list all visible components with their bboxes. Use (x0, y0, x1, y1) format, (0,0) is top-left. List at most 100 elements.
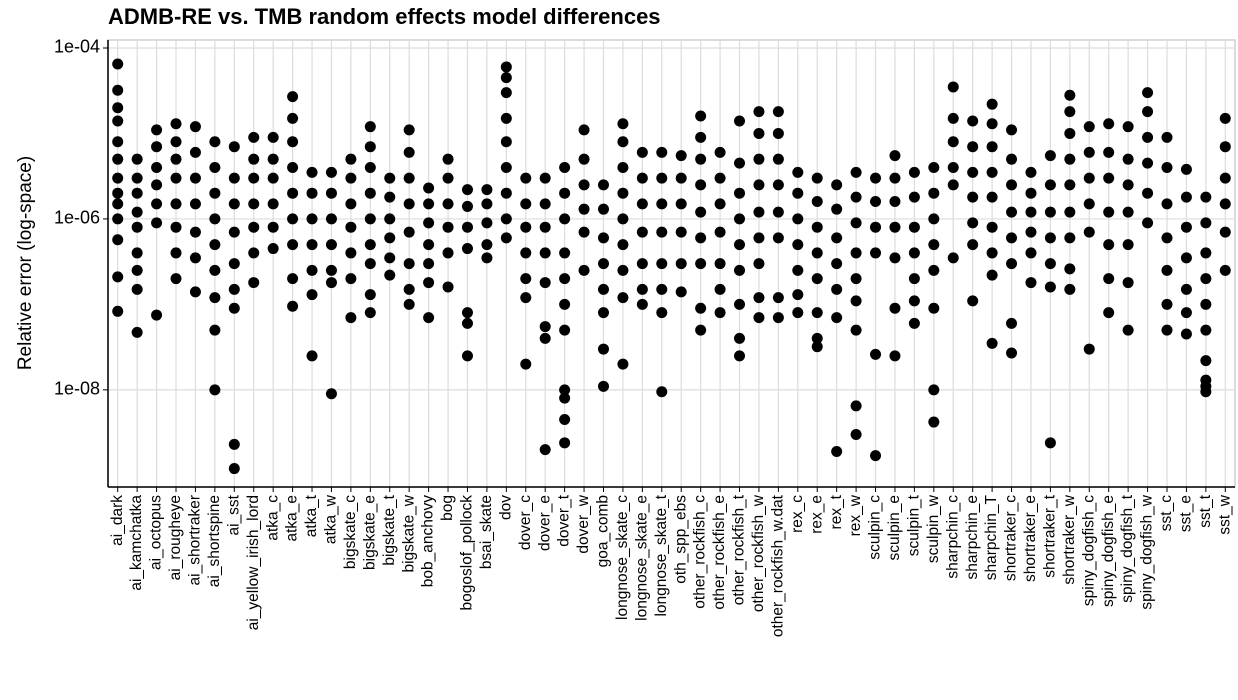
point (559, 247, 571, 259)
point (345, 153, 357, 165)
x-tick-label: sst_w (1216, 494, 1233, 534)
x-tick-label: dover_c (517, 495, 534, 550)
point (209, 292, 221, 304)
point (1142, 217, 1154, 229)
point (870, 221, 882, 233)
x-tick-label: ai_rougheye (167, 495, 184, 580)
point (1219, 141, 1231, 153)
point (831, 445, 843, 457)
point (267, 243, 279, 255)
point (442, 247, 454, 259)
point (384, 252, 396, 264)
point (112, 84, 124, 96)
chart-title: ADMB-RE vs. TMB random effects model dif… (108, 4, 661, 29)
point (112, 271, 124, 283)
point (539, 198, 551, 210)
point (500, 232, 512, 244)
x-tick-label: sharpchin_T (983, 494, 1000, 580)
point (287, 91, 299, 103)
point (772, 292, 784, 304)
point (1142, 131, 1154, 143)
point (170, 198, 182, 210)
point (325, 166, 337, 178)
point (248, 131, 260, 143)
point (151, 198, 163, 210)
point (947, 112, 959, 124)
point (753, 127, 765, 139)
point (306, 350, 318, 362)
point (345, 198, 357, 210)
point (287, 136, 299, 148)
point (112, 58, 124, 70)
point (520, 172, 532, 184)
point (461, 243, 473, 255)
x-tick-label: rex_c (789, 495, 806, 533)
x-tick-label: longnose_skate_t (653, 494, 670, 616)
point (559, 437, 571, 449)
point (734, 213, 746, 225)
point (403, 298, 415, 310)
point (811, 332, 823, 344)
point (1180, 328, 1192, 340)
point (1200, 273, 1212, 285)
point (325, 264, 337, 276)
point (734, 264, 746, 276)
point (209, 264, 221, 276)
point (1103, 146, 1115, 158)
x-tick-label: ai_shortspine (206, 495, 223, 587)
point (131, 187, 143, 199)
point (170, 172, 182, 184)
point (811, 247, 823, 259)
point (228, 463, 240, 475)
point (131, 172, 143, 184)
x-tick-label: spiny_dogfish_t (1119, 494, 1136, 602)
point (889, 150, 901, 162)
point (364, 258, 376, 270)
point (831, 179, 843, 191)
x-tick-label: sculpin_t (905, 494, 922, 556)
point (442, 281, 454, 293)
point (967, 141, 979, 153)
point (461, 307, 473, 319)
point (850, 400, 862, 412)
point (1044, 281, 1056, 293)
point (870, 247, 882, 259)
point (112, 198, 124, 210)
point (636, 226, 648, 238)
point (578, 203, 590, 215)
point (364, 121, 376, 133)
point (578, 153, 590, 165)
point (772, 206, 784, 218)
point (1064, 179, 1076, 191)
point (461, 184, 473, 196)
point (1200, 355, 1212, 367)
x-tick-label: other_rockfish_w.dat (769, 494, 786, 637)
point (928, 213, 940, 225)
x-tick-label: atka_t (303, 494, 320, 537)
point (1006, 347, 1018, 359)
point (170, 247, 182, 259)
point (559, 392, 571, 404)
point (151, 161, 163, 173)
point (695, 206, 707, 218)
point (695, 110, 707, 122)
x-tick-label: shortraker_e (1022, 495, 1039, 582)
y-tick-label: 1e-04 (54, 37, 100, 57)
point (306, 187, 318, 199)
point (384, 232, 396, 244)
point (811, 307, 823, 319)
point (500, 87, 512, 99)
point (209, 213, 221, 225)
point (112, 213, 124, 225)
point (1122, 206, 1134, 218)
point (403, 124, 415, 136)
point (112, 115, 124, 127)
point (248, 247, 260, 259)
point (1064, 206, 1076, 218)
point (967, 191, 979, 203)
x-tick-label: bigskate_c (342, 495, 359, 569)
point (908, 273, 920, 285)
point (267, 172, 279, 184)
point (831, 258, 843, 270)
point (675, 226, 687, 238)
